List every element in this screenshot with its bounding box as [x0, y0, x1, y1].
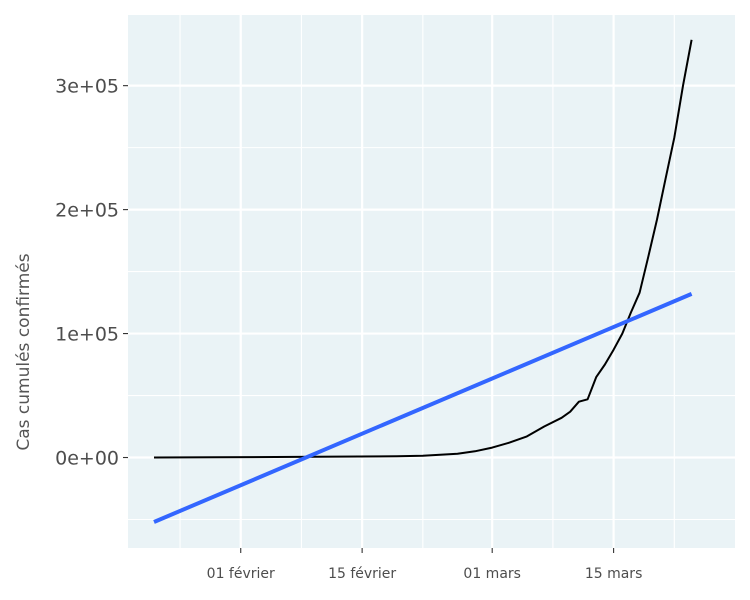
x-tick-label: 01 février — [207, 566, 275, 582]
plot-panel — [128, 15, 735, 548]
minor-gridlines — [128, 15, 735, 548]
y-tick-label: 0e+00 — [55, 448, 119, 470]
major-gridlines — [128, 15, 735, 548]
linear-fit-line — [153, 292, 693, 524]
x-tick-label: 15 mars — [585, 566, 643, 582]
y-axis: 0e+00 1e+05 2e+05 3e+05 — [55, 76, 128, 470]
y-tick-label: 1e+05 — [55, 324, 119, 346]
y-tick-label: 3e+05 — [55, 76, 119, 98]
cumulative-cases-line — [153, 39, 693, 459]
series-layer — [153, 39, 693, 524]
y-tick-label: 2e+05 — [55, 200, 119, 222]
x-tick-label: 15 février — [328, 566, 396, 582]
x-axis: 01 février 15 février 01 mars 15 mars — [207, 548, 643, 582]
y-axis-title: Cas cumulés confirmés — [14, 253, 34, 450]
x-tick-label: 01 mars — [463, 566, 521, 582]
